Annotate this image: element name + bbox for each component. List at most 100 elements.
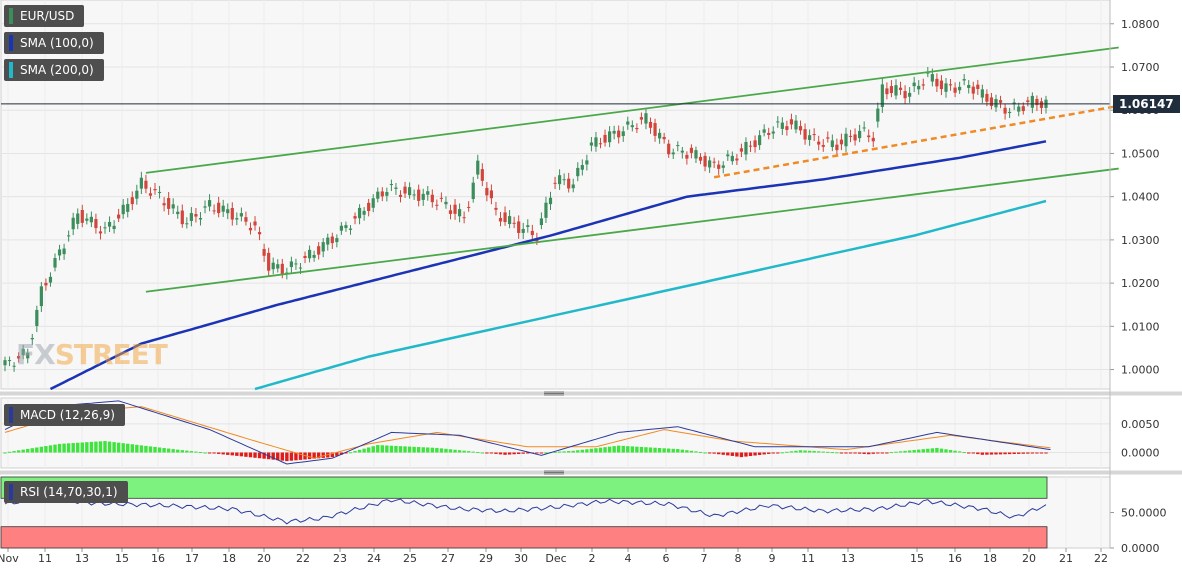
candle-body bbox=[48, 276, 53, 283]
macd-histogram-bar bbox=[21, 449, 25, 453]
macd-histogram-bar bbox=[821, 451, 825, 453]
macd-histogram-bar bbox=[85, 442, 89, 453]
macd-histogram-bar bbox=[503, 452, 507, 455]
candle-body bbox=[121, 204, 125, 215]
macd-histogram-bar bbox=[394, 445, 398, 453]
candle-body bbox=[567, 178, 571, 189]
candle-body bbox=[1035, 98, 1039, 106]
macd-histogram-bar bbox=[162, 448, 166, 453]
macd-histogram-bar bbox=[176, 449, 180, 453]
candle-body bbox=[485, 187, 489, 196]
macd-histogram-bar bbox=[980, 452, 985, 455]
candle-body bbox=[758, 135, 762, 146]
macd-histogram-bar bbox=[807, 450, 812, 453]
x-tick-label: 16 bbox=[948, 552, 962, 565]
macd-histogram-bar bbox=[880, 452, 885, 454]
candle-body bbox=[412, 194, 416, 196]
macd-y-tick-label: 0.0050 bbox=[1121, 418, 1160, 431]
macd-histogram-bar bbox=[416, 447, 421, 453]
macd-histogram-bar bbox=[476, 452, 480, 454]
macd-histogram-bar bbox=[244, 452, 248, 457]
x-tick-label: 13 bbox=[75, 552, 89, 565]
candle-body bbox=[276, 264, 280, 269]
candle-body bbox=[562, 179, 566, 181]
legend-macd-swatch bbox=[9, 407, 13, 423]
macd-histogram-bar bbox=[1030, 452, 1035, 454]
rsi-y-tick-label: 0.0000 bbox=[1121, 542, 1160, 555]
macd-histogram-bar bbox=[776, 452, 780, 454]
candle-body bbox=[294, 263, 298, 265]
candle-body bbox=[703, 155, 707, 167]
candle-body bbox=[635, 127, 639, 130]
macd-histogram-bar bbox=[844, 452, 848, 454]
candle-body bbox=[521, 228, 525, 233]
macd-histogram-bar bbox=[562, 451, 566, 453]
candle-body bbox=[594, 137, 598, 147]
macd-histogram-bar bbox=[903, 450, 907, 453]
macd-histogram-bar bbox=[457, 450, 462, 453]
x-tick-label: 20 bbox=[1022, 552, 1036, 565]
macd-histogram-bar bbox=[89, 441, 94, 453]
candle-body bbox=[326, 237, 330, 245]
macd-histogram-bar bbox=[289, 452, 294, 461]
x-tick-label: 29 bbox=[479, 552, 493, 565]
macd-histogram-bar bbox=[612, 446, 616, 453]
candle-body bbox=[44, 282, 48, 286]
legend-sma100: SMA (100,0) bbox=[4, 32, 104, 54]
macd-histogram-bar bbox=[1021, 452, 1025, 454]
candle-body bbox=[835, 144, 839, 151]
macd-histogram-bar bbox=[557, 451, 562, 453]
candle-body bbox=[148, 193, 153, 196]
candle-body bbox=[812, 134, 816, 136]
macd-histogram-bar bbox=[94, 441, 98, 453]
candle-body bbox=[517, 221, 521, 233]
macd-histogram-bar bbox=[71, 443, 75, 453]
x-tick-label: 21 bbox=[1059, 552, 1073, 565]
candle-body bbox=[262, 248, 266, 256]
legend-eurusd-swatch bbox=[9, 8, 13, 24]
trend-line-2 bbox=[145, 167, 1119, 293]
macd-histogram-bar bbox=[526, 452, 530, 454]
macd-histogram-bar bbox=[98, 441, 103, 453]
macd-histogram-bar bbox=[312, 452, 316, 459]
candle-body bbox=[630, 125, 634, 128]
macd-histogram-bar bbox=[262, 452, 266, 459]
macd-histogram-bar bbox=[676, 449, 680, 453]
candle-body bbox=[526, 225, 530, 227]
rsi-y-tick-label: 50.0000 bbox=[1121, 507, 1167, 520]
macd-histogram-bar bbox=[953, 450, 957, 453]
candle-body bbox=[985, 93, 989, 102]
macd-histogram-bar bbox=[107, 441, 112, 453]
macd-histogram-bar bbox=[780, 452, 785, 454]
macd-histogram-bar bbox=[516, 452, 521, 454]
candle-body bbox=[12, 365, 16, 367]
macd-histogram-bar bbox=[335, 452, 339, 456]
candle-body bbox=[844, 133, 848, 147]
candle-body bbox=[662, 136, 666, 140]
macd-histogram-bar bbox=[716, 452, 721, 455]
macd-histogram-bar bbox=[589, 448, 594, 453]
sma-100-line bbox=[49, 140, 1047, 391]
candle-body bbox=[94, 219, 98, 229]
candle-body bbox=[921, 84, 925, 86]
candle-body bbox=[98, 231, 103, 234]
candle-body bbox=[612, 130, 616, 134]
macd-histogram-bar bbox=[403, 446, 407, 453]
macd-histogram-bar bbox=[694, 451, 698, 453]
candle-body bbox=[171, 204, 175, 209]
macd-histogram-bar bbox=[316, 452, 321, 459]
price-y-tick-label: 1.0300 bbox=[1121, 234, 1160, 247]
macd-histogram-bar bbox=[948, 449, 953, 453]
macd-histogram-bar bbox=[353, 451, 357, 453]
candle-body bbox=[35, 309, 39, 327]
macd-histogram-bar bbox=[535, 452, 539, 454]
macd-histogram-bar bbox=[657, 448, 662, 453]
macd-histogram-bar bbox=[539, 452, 544, 454]
x-tick-label: 4 bbox=[625, 552, 632, 565]
macd-histogram-bar bbox=[7, 451, 12, 453]
macd-histogram-bar bbox=[721, 452, 725, 455]
candle-body bbox=[803, 129, 807, 140]
macd-histogram-bar bbox=[48, 445, 53, 453]
macd-histogram-bar bbox=[212, 452, 216, 454]
